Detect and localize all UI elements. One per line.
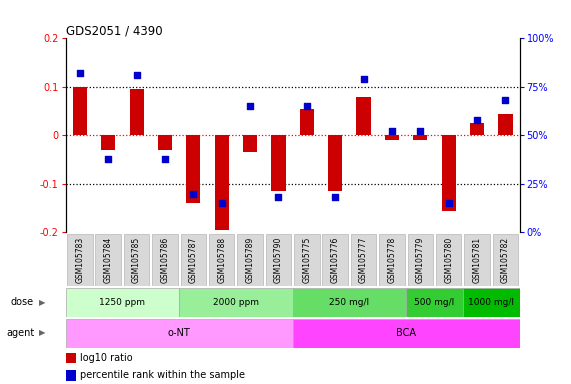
Point [501, 98, 510, 104]
Bar [413, 136, 428, 140]
Text: dose: dose [10, 297, 33, 307]
FancyBboxPatch shape [292, 319, 520, 348]
Point [359, 76, 368, 82]
Bar [158, 136, 172, 150]
Bar [130, 89, 144, 136]
Bar [215, 136, 229, 230]
FancyBboxPatch shape [180, 234, 206, 286]
Point [444, 200, 453, 206]
Point [274, 194, 283, 200]
FancyBboxPatch shape [351, 234, 376, 286]
Text: GSM105783: GSM105783 [75, 237, 85, 283]
Point [302, 103, 311, 109]
FancyBboxPatch shape [66, 319, 292, 348]
Point [132, 72, 141, 78]
FancyBboxPatch shape [95, 234, 121, 286]
Point [246, 103, 255, 109]
Text: GSM105787: GSM105787 [189, 237, 198, 283]
Bar [66, 353, 76, 363]
Text: BCA: BCA [396, 328, 416, 338]
FancyBboxPatch shape [209, 234, 235, 286]
Text: GSM105786: GSM105786 [160, 237, 170, 283]
Text: GSM105781: GSM105781 [473, 237, 481, 283]
Bar [66, 370, 76, 381]
Bar [470, 123, 484, 136]
Text: ▶: ▶ [39, 298, 45, 307]
FancyBboxPatch shape [323, 234, 348, 286]
Point [416, 128, 425, 134]
Text: percentile rank within the sample: percentile rank within the sample [81, 370, 246, 381]
Text: GSM105775: GSM105775 [302, 237, 311, 283]
FancyBboxPatch shape [67, 234, 93, 286]
Text: GSM105779: GSM105779 [416, 237, 425, 283]
Bar [356, 96, 371, 136]
Text: GSM105785: GSM105785 [132, 237, 141, 283]
FancyBboxPatch shape [408, 234, 433, 286]
Text: GSM105776: GSM105776 [331, 237, 340, 283]
FancyBboxPatch shape [292, 288, 406, 317]
Bar [328, 136, 342, 191]
Text: 500 mg/l: 500 mg/l [415, 298, 455, 307]
Text: GSM105790: GSM105790 [274, 237, 283, 283]
Text: GSM105780: GSM105780 [444, 237, 453, 283]
Text: GSM105778: GSM105778 [388, 237, 396, 283]
FancyBboxPatch shape [266, 234, 291, 286]
FancyBboxPatch shape [294, 234, 320, 286]
Text: GSM105789: GSM105789 [246, 237, 255, 283]
Text: GSM105788: GSM105788 [217, 237, 226, 283]
FancyBboxPatch shape [463, 288, 520, 317]
Text: GSM105777: GSM105777 [359, 237, 368, 283]
Bar [300, 109, 314, 136]
Text: 2000 ppm: 2000 ppm [213, 298, 259, 307]
Bar [73, 87, 87, 136]
FancyBboxPatch shape [124, 234, 150, 286]
FancyBboxPatch shape [464, 234, 490, 286]
Point [104, 156, 113, 162]
Point [387, 128, 396, 134]
Text: agent: agent [7, 328, 35, 338]
Point [331, 194, 340, 200]
FancyBboxPatch shape [238, 234, 263, 286]
Point [217, 200, 226, 206]
Text: 250 mg/l: 250 mg/l [329, 298, 369, 307]
Text: 1000 mg/l: 1000 mg/l [468, 298, 514, 307]
Text: GSM105782: GSM105782 [501, 237, 510, 283]
Text: o-NT: o-NT [168, 328, 191, 338]
Point [160, 156, 170, 162]
FancyBboxPatch shape [379, 234, 405, 286]
Text: ▶: ▶ [39, 328, 45, 338]
Bar [441, 136, 456, 210]
FancyBboxPatch shape [179, 288, 292, 317]
FancyBboxPatch shape [66, 288, 179, 317]
Bar [498, 114, 513, 136]
Bar [186, 136, 200, 203]
FancyBboxPatch shape [436, 234, 461, 286]
Bar [271, 136, 286, 191]
Text: 1250 ppm: 1250 ppm [99, 298, 146, 307]
Point [189, 190, 198, 197]
Bar [243, 136, 257, 152]
FancyBboxPatch shape [493, 234, 518, 286]
Text: GDS2051 / 4390: GDS2051 / 4390 [66, 25, 162, 38]
FancyBboxPatch shape [152, 234, 178, 286]
Text: log10 ratio: log10 ratio [81, 353, 133, 363]
Point [472, 117, 481, 123]
Bar [101, 136, 115, 150]
FancyBboxPatch shape [406, 288, 463, 317]
Point [75, 70, 85, 76]
Text: GSM105784: GSM105784 [104, 237, 112, 283]
Bar [385, 136, 399, 140]
